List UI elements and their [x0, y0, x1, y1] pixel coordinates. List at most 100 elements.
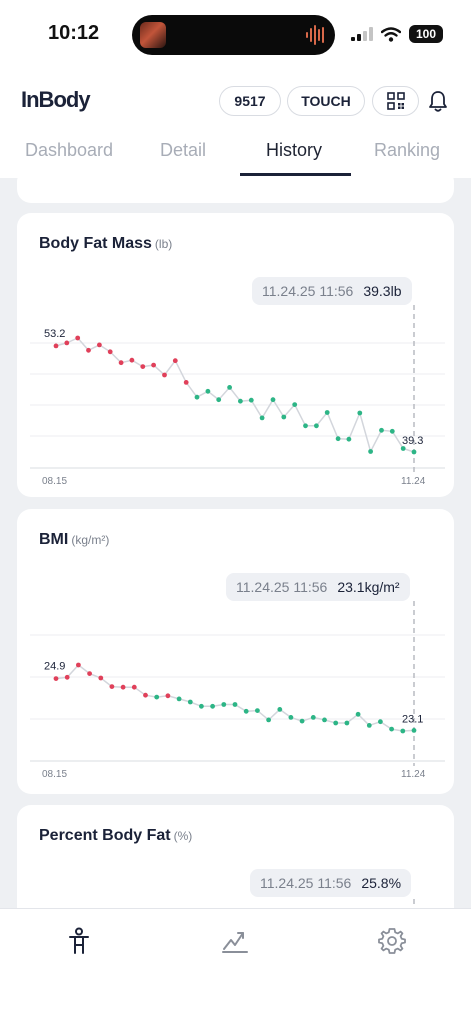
data-point	[151, 362, 157, 368]
card-title: Body Fat Mass (lb)	[39, 235, 172, 253]
data-point	[411, 728, 417, 733]
bmi-card[interactable]: BMI (kg/m²) 11.24.25 11:56 23.1kg/m² 24.9…	[17, 509, 454, 794]
audio-waveform-icon	[306, 25, 324, 45]
tab-detail[interactable]: Detail	[160, 140, 207, 160]
bmi-chart[interactable]: 24.9 23.1 08.15 11.24	[17, 601, 454, 781]
card-title-unit: (lb)	[154, 237, 173, 251]
data-point	[335, 436, 341, 442]
data-point	[292, 402, 298, 407]
data-point	[324, 410, 330, 415]
data-point	[221, 702, 227, 707]
tab-ranking[interactable]: Ranking	[374, 140, 441, 160]
data-point	[333, 720, 339, 726]
data-point	[53, 343, 59, 349]
body-fat-mass-chart[interactable]: 53.2 39.3 08.15 11.24	[17, 305, 454, 485]
bell-icon[interactable]	[426, 89, 450, 113]
tooltip-value: 23.1kg/m²	[337, 579, 400, 595]
card-title-unit: (kg/m²)	[71, 533, 110, 547]
data-point	[98, 675, 104, 681]
data-point	[75, 335, 81, 341]
data-point	[199, 703, 204, 709]
first-value-label: 24.9	[44, 661, 65, 673]
status-time: 10:12	[48, 22, 100, 44]
data-point	[165, 693, 171, 699]
data-point	[232, 702, 238, 707]
data-point	[154, 694, 160, 700]
data-point	[140, 364, 146, 369]
status-indicators: 100	[351, 24, 443, 44]
tooltip-date: 11.24.25 11:56	[260, 875, 352, 891]
qr-code-button[interactable]	[372, 86, 419, 116]
data-point	[243, 708, 249, 714]
cellular-signal-icon	[351, 27, 373, 41]
data-point	[400, 446, 406, 451]
data-point	[389, 726, 394, 732]
touch-button[interactable]: TOUCH	[287, 86, 365, 116]
data-point	[378, 719, 383, 725]
dynamic-island[interactable]	[132, 15, 335, 55]
data-point	[299, 718, 305, 724]
selection-line	[413, 899, 415, 908]
data-point	[120, 684, 126, 690]
data-point	[143, 692, 148, 698]
data-point	[248, 397, 254, 403]
data-point	[53, 676, 59, 681]
status-bar: 10:12 100	[0, 0, 471, 70]
data-point	[322, 717, 327, 723]
last-value-label: 39.3	[402, 435, 423, 447]
tooltip-value: 39.3lb	[363, 283, 402, 299]
data-point	[64, 340, 70, 346]
data-point	[109, 684, 115, 689]
data-point	[210, 703, 216, 709]
data-point	[131, 684, 137, 690]
selected-value-tooltip: 11.24.25 11:56 23.1kg/m²	[226, 573, 410, 601]
tab-history[interactable]: History	[266, 140, 323, 160]
data-point	[288, 715, 294, 720]
series-line	[55, 337, 415, 454]
tooltip-date: 11.24.25 11:56	[236, 579, 328, 595]
x-end-label: 11.24	[401, 769, 426, 780]
data-point	[162, 372, 167, 378]
data-point	[357, 410, 363, 416]
data-point	[227, 385, 233, 390]
tooltip-date: 11.24.25 11:56	[262, 283, 354, 299]
card-title-text: BMI	[39, 531, 69, 548]
trend-chart-icon[interactable]	[221, 927, 249, 955]
data-point	[346, 436, 352, 442]
tab-dashboard[interactable]: Dashboard	[25, 140, 114, 160]
data-point	[187, 699, 193, 705]
battery-icon: 100	[409, 25, 443, 43]
user-id-button[interactable]: 9517	[219, 86, 281, 116]
data-point	[255, 708, 260, 713]
body-fat-mass-card[interactable]: Body Fat Mass (lb) 11.24.25 11:56 39.3lb …	[17, 213, 454, 497]
percent-body-fat-card[interactable]: Percent Body Fat (%) 11.24.25 11:56 25.8%	[17, 805, 454, 908]
selected-value-tooltip: 11.24.25 11:56 25.8%	[250, 869, 412, 897]
inbody-logo: InBody	[21, 87, 91, 112]
card-title: Percent Body Fat (%)	[39, 827, 192, 845]
data-point	[216, 397, 222, 403]
previous-card	[17, 178, 454, 203]
series-line	[55, 663, 415, 732]
data-point	[205, 388, 211, 394]
data-point	[183, 380, 189, 385]
tooltip-value: 25.8%	[361, 875, 402, 891]
data-point	[107, 349, 113, 355]
data-point	[238, 398, 243, 404]
card-title-text: Percent Body Fat	[39, 827, 171, 844]
body-icon[interactable]	[65, 927, 93, 955]
card-title: BMI (kg/m²)	[39, 531, 109, 549]
active-tab-indicator	[240, 173, 351, 176]
bottom-navigation	[0, 908, 471, 1024]
last-value-label: 23.1	[402, 713, 423, 725]
tab-bar: Dashboard Detail History Ranking	[0, 130, 471, 178]
data-point	[194, 394, 200, 400]
card-title-unit: (%)	[173, 829, 193, 843]
history-content[interactable]: Body Fat Mass (lb) 11.24.25 11:56 39.3lb …	[0, 178, 471, 908]
data-point	[270, 397, 276, 403]
card-title-text: Body Fat Mass	[39, 235, 152, 252]
data-point	[87, 671, 92, 676]
gear-icon[interactable]	[378, 927, 406, 955]
x-end-label: 11.24	[401, 476, 426, 485]
data-point	[344, 720, 350, 726]
data-point	[76, 662, 81, 668]
